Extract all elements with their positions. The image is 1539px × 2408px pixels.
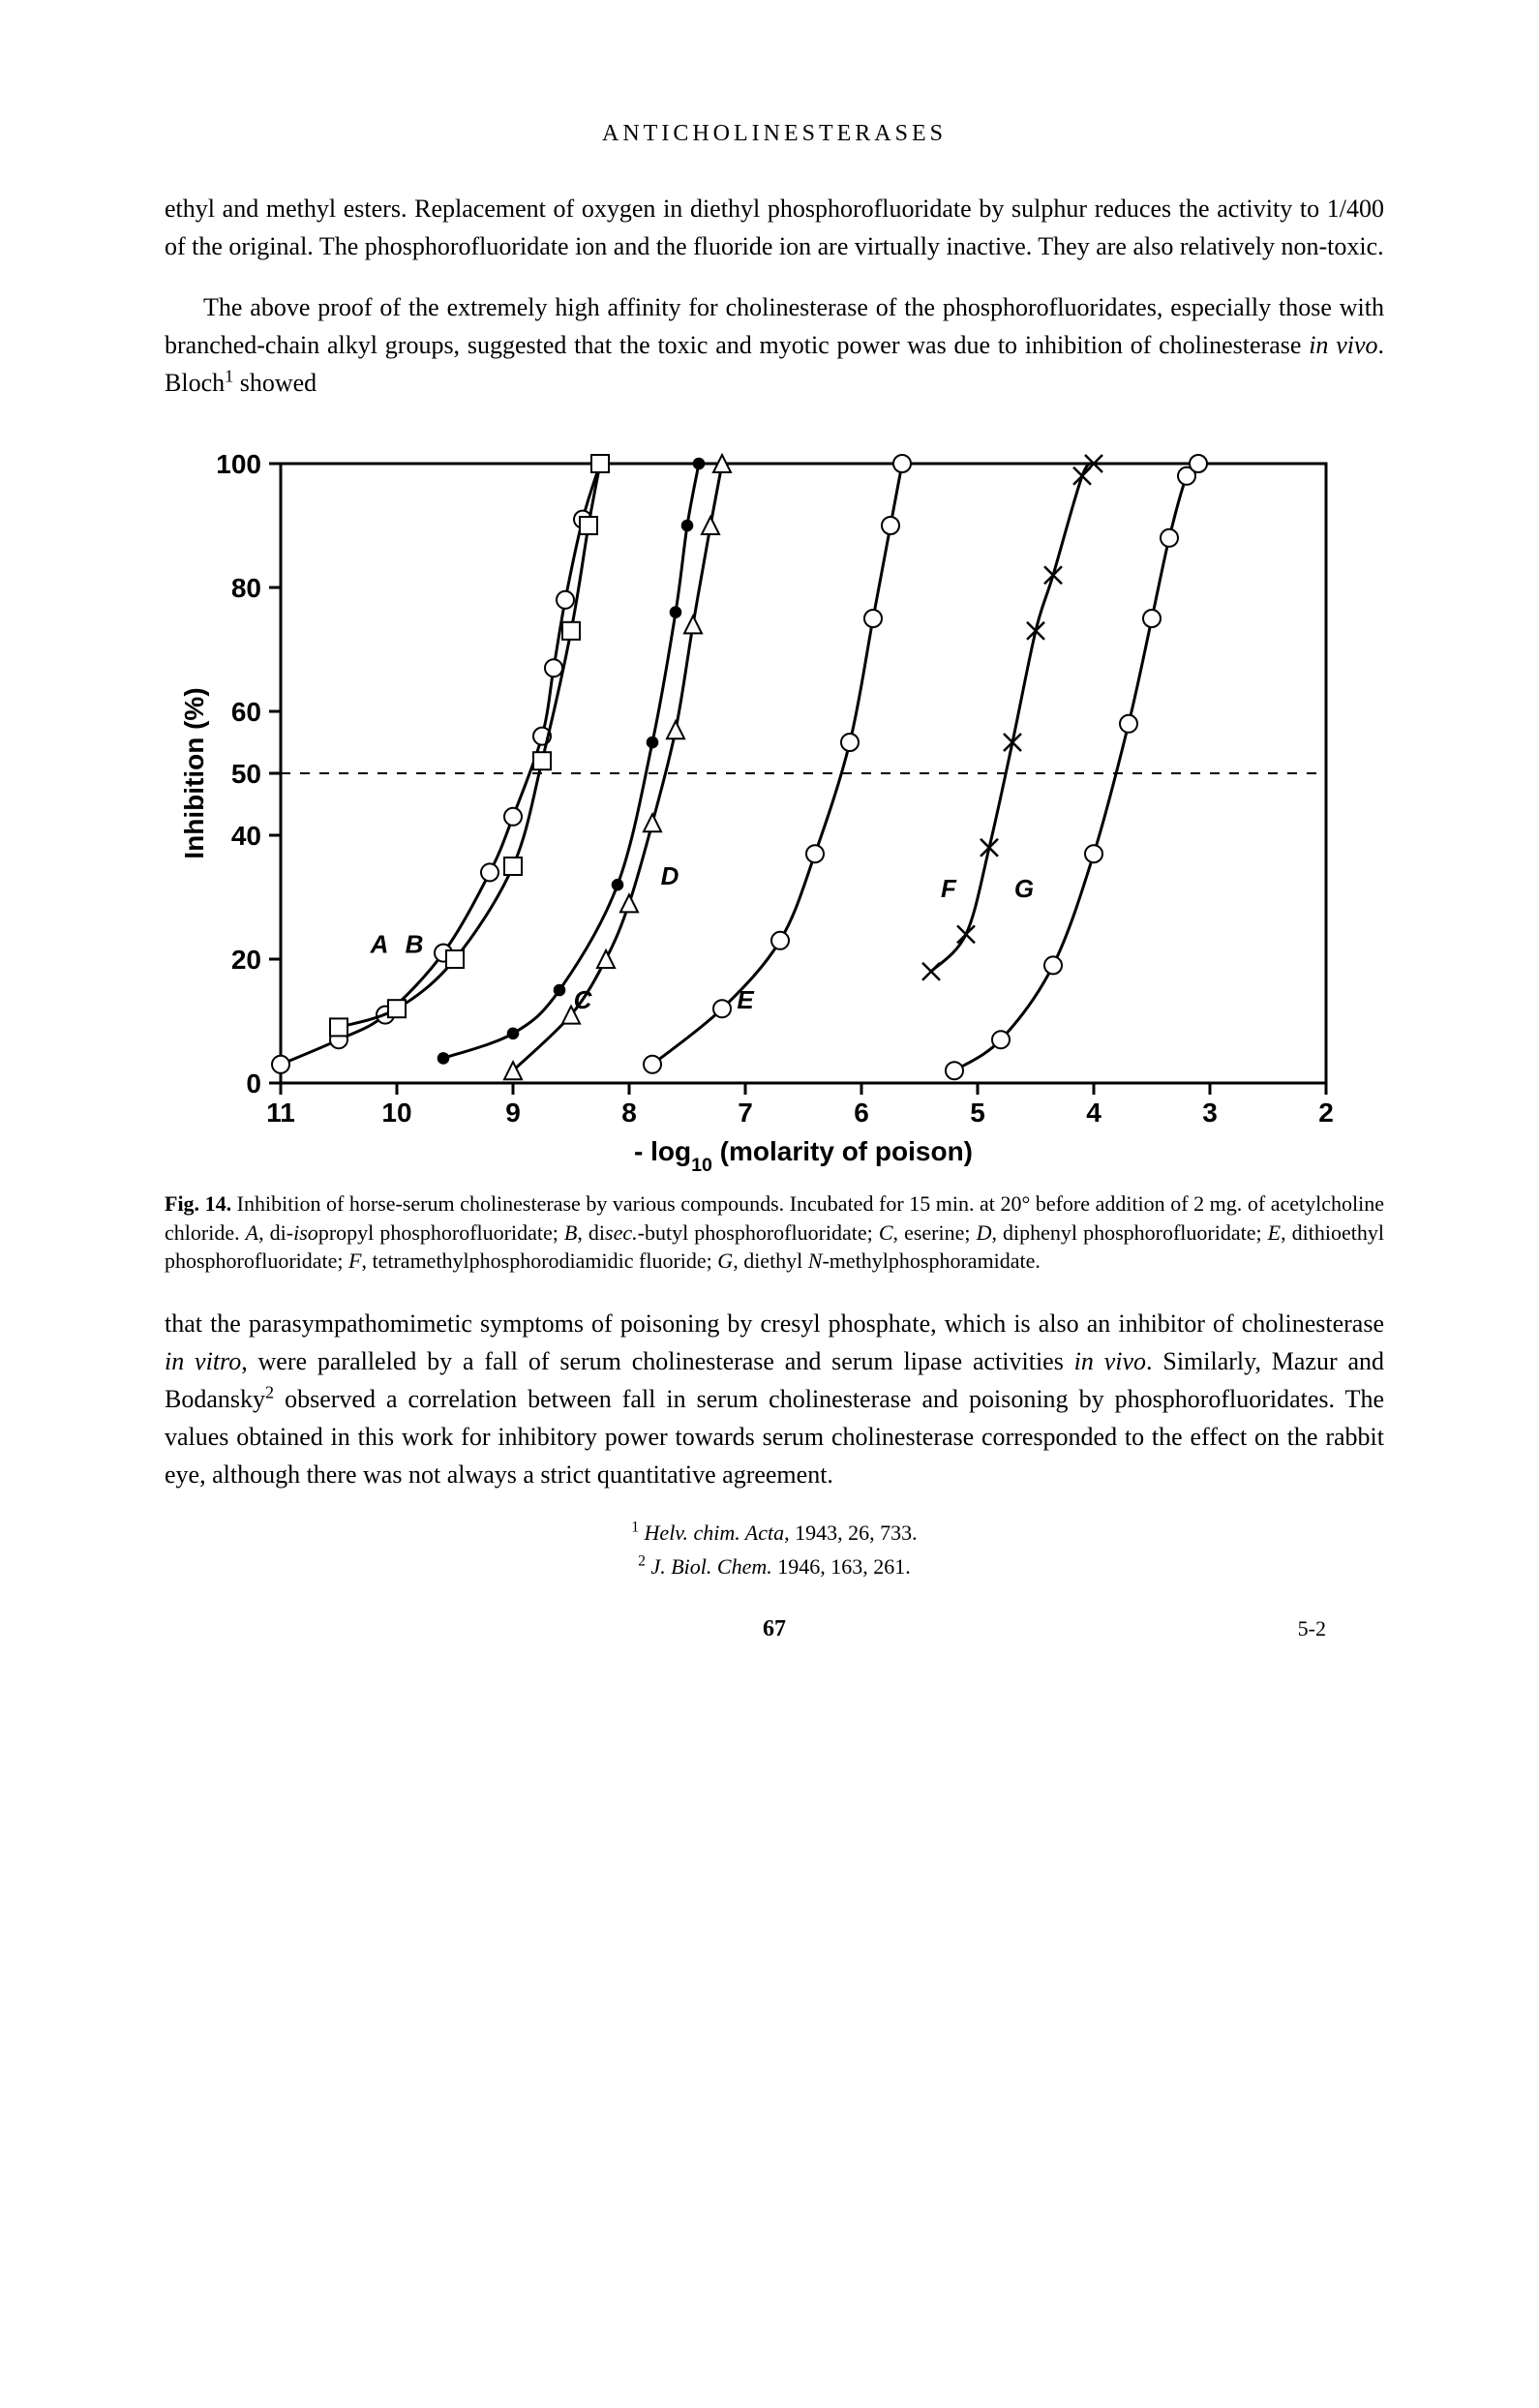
svg-text:0: 0 <box>246 1069 261 1099</box>
svg-text:9: 9 <box>505 1098 521 1128</box>
signature-mark: 5-2 <box>1298 1616 1326 1640</box>
footnote-ref-1: 1 <box>225 366 233 385</box>
svg-text:10: 10 <box>381 1098 411 1128</box>
series-letter: E <box>1268 1220 1281 1245</box>
text: , 1943, 26, 733. <box>784 1520 918 1545</box>
footnote-1: 1 Helv. chim. Acta, 1943, 26, 733. <box>165 1517 1384 1549</box>
text: , were paralleled by a fall of serum cho… <box>241 1347 1073 1375</box>
footnote-ref-2: 2 <box>265 1382 274 1401</box>
svg-text:A: A <box>370 930 389 959</box>
text-italic: in vivo <box>1309 331 1377 359</box>
text-italic: iso <box>293 1220 318 1245</box>
text-italic: in vitro <box>165 1347 241 1375</box>
svg-text:4: 4 <box>1086 1098 1101 1128</box>
caption-lead: Fig. 14. <box>165 1191 231 1216</box>
svg-text:8: 8 <box>621 1098 637 1128</box>
series-letter: C <box>879 1220 893 1245</box>
svg-text:50: 50 <box>231 759 261 789</box>
svg-text:E: E <box>737 985 754 1014</box>
text: -butyl phosphorofluoridate; <box>638 1220 879 1245</box>
svg-text:D: D <box>661 861 679 890</box>
text-italic: in vivo <box>1074 1347 1146 1375</box>
series-letter: G <box>717 1249 733 1273</box>
running-head: ANTICHOLINESTERASES <box>165 116 1384 151</box>
svg-text:40: 40 <box>231 821 261 851</box>
text: , di- <box>258 1220 293 1245</box>
inhibition-chart: 0 20 40 50 60 80 100 11 10 9 8 7 6 5 4 3 2 Inhibition (%)… <box>165 425 1384 1180</box>
svg-text:5: 5 <box>970 1098 985 1128</box>
text: propyl phosphorofluoridate; <box>318 1220 564 1245</box>
svg-text:7: 7 <box>738 1098 753 1128</box>
text: showed <box>233 369 317 397</box>
svg-text:F: F <box>941 874 957 903</box>
svg-text:20: 20 <box>231 945 261 975</box>
svg-text:Inhibition (%): Inhibition (%) <box>179 687 209 858</box>
svg-text:- log10 (molarity of poison): - log10 (molarity of poison) <box>634 1136 973 1176</box>
text: , eserine; <box>893 1220 977 1245</box>
page-number: 67 <box>590 1611 958 1646</box>
figure-14-caption: Fig. 14. Inhibition of horse-serum choli… <box>165 1189 1384 1276</box>
text: , diphenyl phosphorofluoridate; <box>991 1220 1267 1245</box>
page-footer: 67 5-2 <box>165 1611 1384 1646</box>
series-letter: F <box>348 1249 361 1273</box>
paragraph-3: that the parasympathomimetic symptoms of… <box>165 1305 1384 1493</box>
figure-14: 0 20 40 50 60 80 100 11 10 9 8 7 6 5 4 3 2 Inhibition (%)… <box>165 425 1384 1180</box>
svg-text:3: 3 <box>1202 1098 1218 1128</box>
series-letter: A <box>246 1220 258 1245</box>
paragraph-2: The above proof of the extremely high af… <box>165 288 1384 402</box>
svg-text:6: 6 <box>854 1098 869 1128</box>
svg-text:60: 60 <box>231 697 261 727</box>
svg-text:80: 80 <box>231 573 261 603</box>
text: , tetramethylphosphorodiamidic fluoride; <box>361 1249 717 1273</box>
svg-text:G: G <box>1014 874 1034 903</box>
svg-text:100: 100 <box>216 449 261 479</box>
text: that the parasympathomimetic symptoms of… <box>165 1309 1384 1338</box>
svg-text:B: B <box>406 930 424 959</box>
svg-text:11: 11 <box>266 1098 295 1128</box>
paragraph-1: ethyl and methyl esters. Replacement of … <box>165 190 1384 265</box>
series-letter: D <box>977 1220 992 1245</box>
fn-source: Helv. chim. Acta <box>645 1520 785 1545</box>
text: The above proof of the extremely high af… <box>165 293 1384 359</box>
footnote-2: 2 J. Biol. Chem. 1946, 163, 261. <box>165 1550 1384 1582</box>
fn-source: J. Biol. Chem. <box>650 1554 771 1579</box>
series-letter: B <box>564 1220 577 1245</box>
text: 1946, 163, 261. <box>772 1554 911 1579</box>
text: , di <box>577 1220 605 1245</box>
text: -methylphosphoramidate. <box>822 1249 1040 1273</box>
footnotes: 1 Helv. chim. Acta, 1943, 26, 733. 2 J. … <box>165 1517 1384 1582</box>
text: observed a correlation between fall in s… <box>165 1385 1384 1489</box>
text: , diethyl <box>733 1249 808 1273</box>
text-italic: N <box>808 1249 823 1273</box>
text-italic: sec. <box>605 1220 638 1245</box>
svg-text:2: 2 <box>1318 1098 1334 1128</box>
